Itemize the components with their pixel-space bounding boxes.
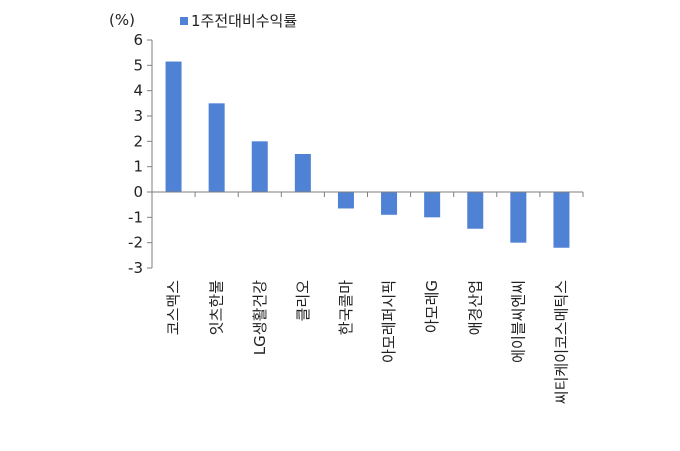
bar: [294, 154, 311, 192]
bar: [337, 192, 354, 209]
x-axis: [151, 191, 584, 197]
y-tick-label: -3: [128, 259, 143, 277]
y-tick-label: -2: [128, 234, 143, 252]
bar: [424, 192, 441, 218]
x-tick-label: 아모레G: [423, 280, 441, 333]
bar: [381, 192, 398, 215]
legend-swatch: [180, 17, 188, 25]
bar: [251, 141, 268, 192]
x-tick-label: 잇츠한불: [208, 280, 226, 335]
x-tick-label: 애경산업: [466, 280, 484, 335]
x-tick-label: 아모레퍼시픽: [380, 280, 398, 363]
y-tick-label: 4: [133, 82, 143, 100]
unit-label: (%): [109, 11, 135, 29]
bar: [208, 103, 225, 192]
x-tick-label: 코스맥스: [165, 280, 183, 335]
bar: [553, 192, 570, 248]
bars: [165, 61, 570, 248]
bar: [510, 192, 527, 243]
x-tick-labels: 코스맥스 잇츠한불 LG생활건강 클리오 한국콜마 아모레퍼시픽 아모레G 애경산업 에이블씨엔…: [165, 280, 571, 404]
y-tick-label: 2: [133, 132, 143, 150]
y-tick-label: 5: [133, 56, 143, 74]
legend-label: 1주전대비수익률: [191, 12, 297, 30]
legend: 1주전대비수익률: [180, 12, 297, 30]
y-tick-label: 6: [133, 31, 143, 49]
x-tick-label: 씨티케이코스메틱스: [552, 280, 570, 404]
x-tick-label: LG생활건강: [251, 280, 269, 355]
x-tick-label: 한국콜마: [337, 280, 355, 335]
x-tick-label: 클리오: [294, 280, 312, 322]
y-axis: -3 -2 -1 0 1 2 3 4 5 6: [128, 31, 153, 277]
bar: [467, 192, 484, 229]
y-tick-label: 1: [133, 158, 143, 176]
y-tick-label: 0: [133, 183, 143, 201]
bar: [165, 61, 182, 193]
y-tick-label: -1: [128, 208, 143, 226]
y-tick-label: 3: [133, 107, 143, 125]
x-tick-label: 에이블씨엔씨: [509, 280, 527, 363]
